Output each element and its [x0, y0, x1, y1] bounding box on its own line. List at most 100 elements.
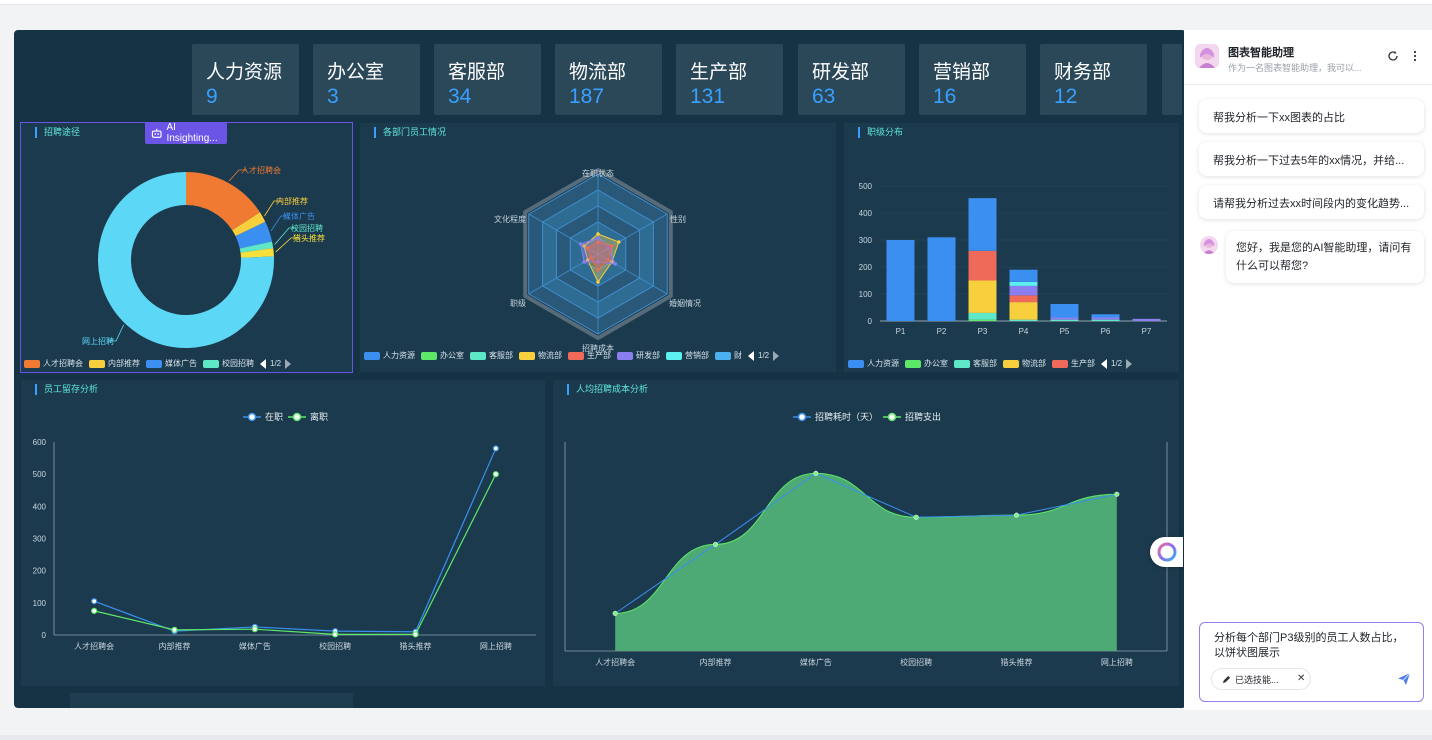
panel-title: 人均招聘成本分析	[567, 384, 648, 395]
legend-label: 离职	[310, 411, 328, 422]
pen-icon	[1222, 675, 1231, 683]
legend-item[interactable]: 客服部	[470, 350, 513, 361]
legend-label: 客服部	[973, 359, 997, 368]
send-icon[interactable]	[1397, 672, 1411, 686]
close-icon[interactable]: ✕	[1297, 673, 1306, 684]
x-tick-label: 媒体广告	[800, 657, 832, 667]
x-tick-label: P4	[1019, 327, 1029, 336]
pie-slice	[235, 221, 273, 249]
slice-label: 网上招聘	[82, 336, 114, 346]
radar-point	[585, 258, 590, 262]
pager-next-icon[interactable]	[285, 358, 292, 369]
stat-card-dept[interactable]: 客服部 34	[434, 44, 541, 115]
window-top-bar	[0, 0, 1432, 5]
legend-item[interactable]: 校园招聘	[203, 358, 254, 369]
series-point	[412, 631, 419, 638]
radar-indicator-label: 文化程度	[494, 214, 526, 224]
stat-card-dept[interactable]: 人力资源 9	[192, 44, 299, 115]
legend-item[interactable]: 人力资源	[364, 350, 415, 361]
stat-card-dept[interactable]: 研发部 63	[798, 44, 905, 115]
radar-point	[578, 242, 583, 246]
stat-card-dept[interactable]: 财务部 12	[1040, 44, 1147, 115]
legend-label: 客服部	[489, 351, 513, 360]
stat-card-name: 客服部	[448, 62, 506, 83]
legend-marker	[247, 412, 257, 422]
stat-card-dept[interactable]: 物流部 187	[555, 44, 662, 115]
suggestion-item[interactable]: 请帮我分析过去xx时间段内的变化趋势...	[1199, 185, 1424, 219]
legend-item[interactable]: 营销部	[666, 350, 709, 361]
radar-indicator-label: 招聘成本	[582, 343, 614, 353]
leader-line	[108, 324, 125, 342]
slice-label: 媒体广告	[283, 211, 315, 221]
assistant-float-button[interactable]	[1150, 537, 1183, 567]
stat-card-dept[interactable]: 办公室 3	[313, 44, 420, 115]
x-tick-label: 网上招聘	[1101, 657, 1133, 667]
legend-item[interactable]: 办公室	[421, 350, 464, 361]
x-tick-label: 校园招聘	[900, 657, 932, 667]
series-point	[91, 607, 98, 614]
panel-cost: 人均招聘成本分析 人才招聘会 内部推荐 媒体广告 校园招聘 猎头推荐 网上招聘 招聘耗时（天…	[553, 380, 1179, 686]
refresh-icon[interactable]	[1387, 50, 1399, 62]
legend-item[interactable]: 办公室	[905, 358, 948, 369]
suggestion-item[interactable]: 帮我分析一下过去5年的xx情况，并给...	[1199, 142, 1424, 176]
legend-item[interactable]: 内部推荐	[89, 358, 140, 369]
pager-next-icon[interactable]	[773, 350, 780, 361]
pager-prev-icon[interactable]	[1101, 358, 1107, 369]
series-line	[614, 472, 1117, 614]
x-tick-label: 媒体广告	[239, 641, 271, 651]
stat-card-count: 12	[1054, 85, 1078, 108]
pie-slice	[186, 172, 260, 231]
stat-card-count: 63	[812, 85, 836, 108]
series-line	[93, 448, 497, 633]
panel-title: 职级分布	[858, 127, 903, 138]
window-bottom-bar	[0, 735, 1432, 740]
chat-input-text[interactable]: 分析每个部门P3级别的员工人数占比，以饼状图展示	[1214, 632, 1404, 659]
ai-insight-badge[interactable]: AI Insighting...	[145, 122, 227, 144]
legend-item[interactable]: 媒体广告	[146, 358, 197, 369]
legend-item[interactable]: 物流部	[519, 350, 562, 361]
radar-point	[596, 232, 600, 236]
legend-item[interactable]: 生产部	[568, 350, 611, 361]
assistant-title: 图表智能助理	[1228, 47, 1294, 59]
stat-card-name: 生产部	[690, 62, 748, 83]
series-point	[251, 626, 258, 633]
bot-greeting-message: 您好，我是您的AI智能助理，请问有什么可以帮您?	[1226, 231, 1424, 283]
legend-swatch	[1003, 359, 1019, 368]
legend-label: 人力资源	[867, 359, 899, 368]
bar-segment	[968, 198, 997, 251]
series-point	[612, 610, 618, 616]
stat-card-count: 131	[690, 85, 726, 108]
chat-input-box[interactable]: 分析每个部门P3级别的员工人数占比，以饼状图展示 已选技能... ✕	[1199, 622, 1424, 702]
stat-card-dept[interactable]: 营销部 16	[919, 44, 1026, 115]
selected-skill-chip[interactable]: 已选技能... ✕	[1211, 668, 1311, 690]
legend-swatch	[568, 351, 584, 360]
pager-label: 1/2	[758, 351, 770, 360]
pie-slice	[98, 172, 274, 348]
chart-legend: 人力资源 办公室 客服部 物流部 生产部 1/2	[848, 358, 1133, 369]
assistant-panel: 图表智能助理 作为一名图表智能助理，我可以... 帮我分析一下xx图表的占比 帮…	[1184, 30, 1432, 710]
legend-item[interactable]: 人力资源	[848, 358, 899, 369]
legend-item[interactable]: 客服部	[954, 358, 997, 369]
legend-item[interactable]: 财	[715, 350, 742, 361]
legend-item[interactable]: 人才招聘会	[24, 358, 83, 369]
stat-card-dept[interactable]: 生产部 131	[676, 44, 783, 115]
legend-item[interactable]: 生产部	[1052, 358, 1095, 369]
more-icon[interactable]	[1412, 50, 1418, 62]
pager-prev-icon[interactable]	[260, 358, 266, 369]
stat-card-count: 34	[448, 85, 472, 108]
legend-item[interactable]: 物流部	[1003, 358, 1046, 369]
pager-next-icon[interactable]	[1126, 358, 1133, 369]
pager-prev-icon[interactable]	[748, 350, 754, 361]
radar-point	[606, 258, 611, 262]
bar-segment	[927, 237, 956, 321]
radar-indicator-label: 职级	[510, 298, 526, 308]
legend-item[interactable]: 研发部	[617, 350, 660, 361]
panel-recruit-channel: 招聘途径 人才招聘会 内部推荐 媒体广告 校园招聘 猎头推荐 网上招聘 人才招聘会 内部推荐…	[20, 122, 353, 373]
suggestion-item[interactable]: 帮我分析一下xx图表的占比	[1199, 99, 1424, 133]
bar-segment	[1009, 269, 1038, 282]
stat-card-name: 物流部	[569, 62, 627, 83]
y-tick-label: 300	[859, 236, 873, 245]
y-tick-label: 100	[33, 599, 47, 608]
